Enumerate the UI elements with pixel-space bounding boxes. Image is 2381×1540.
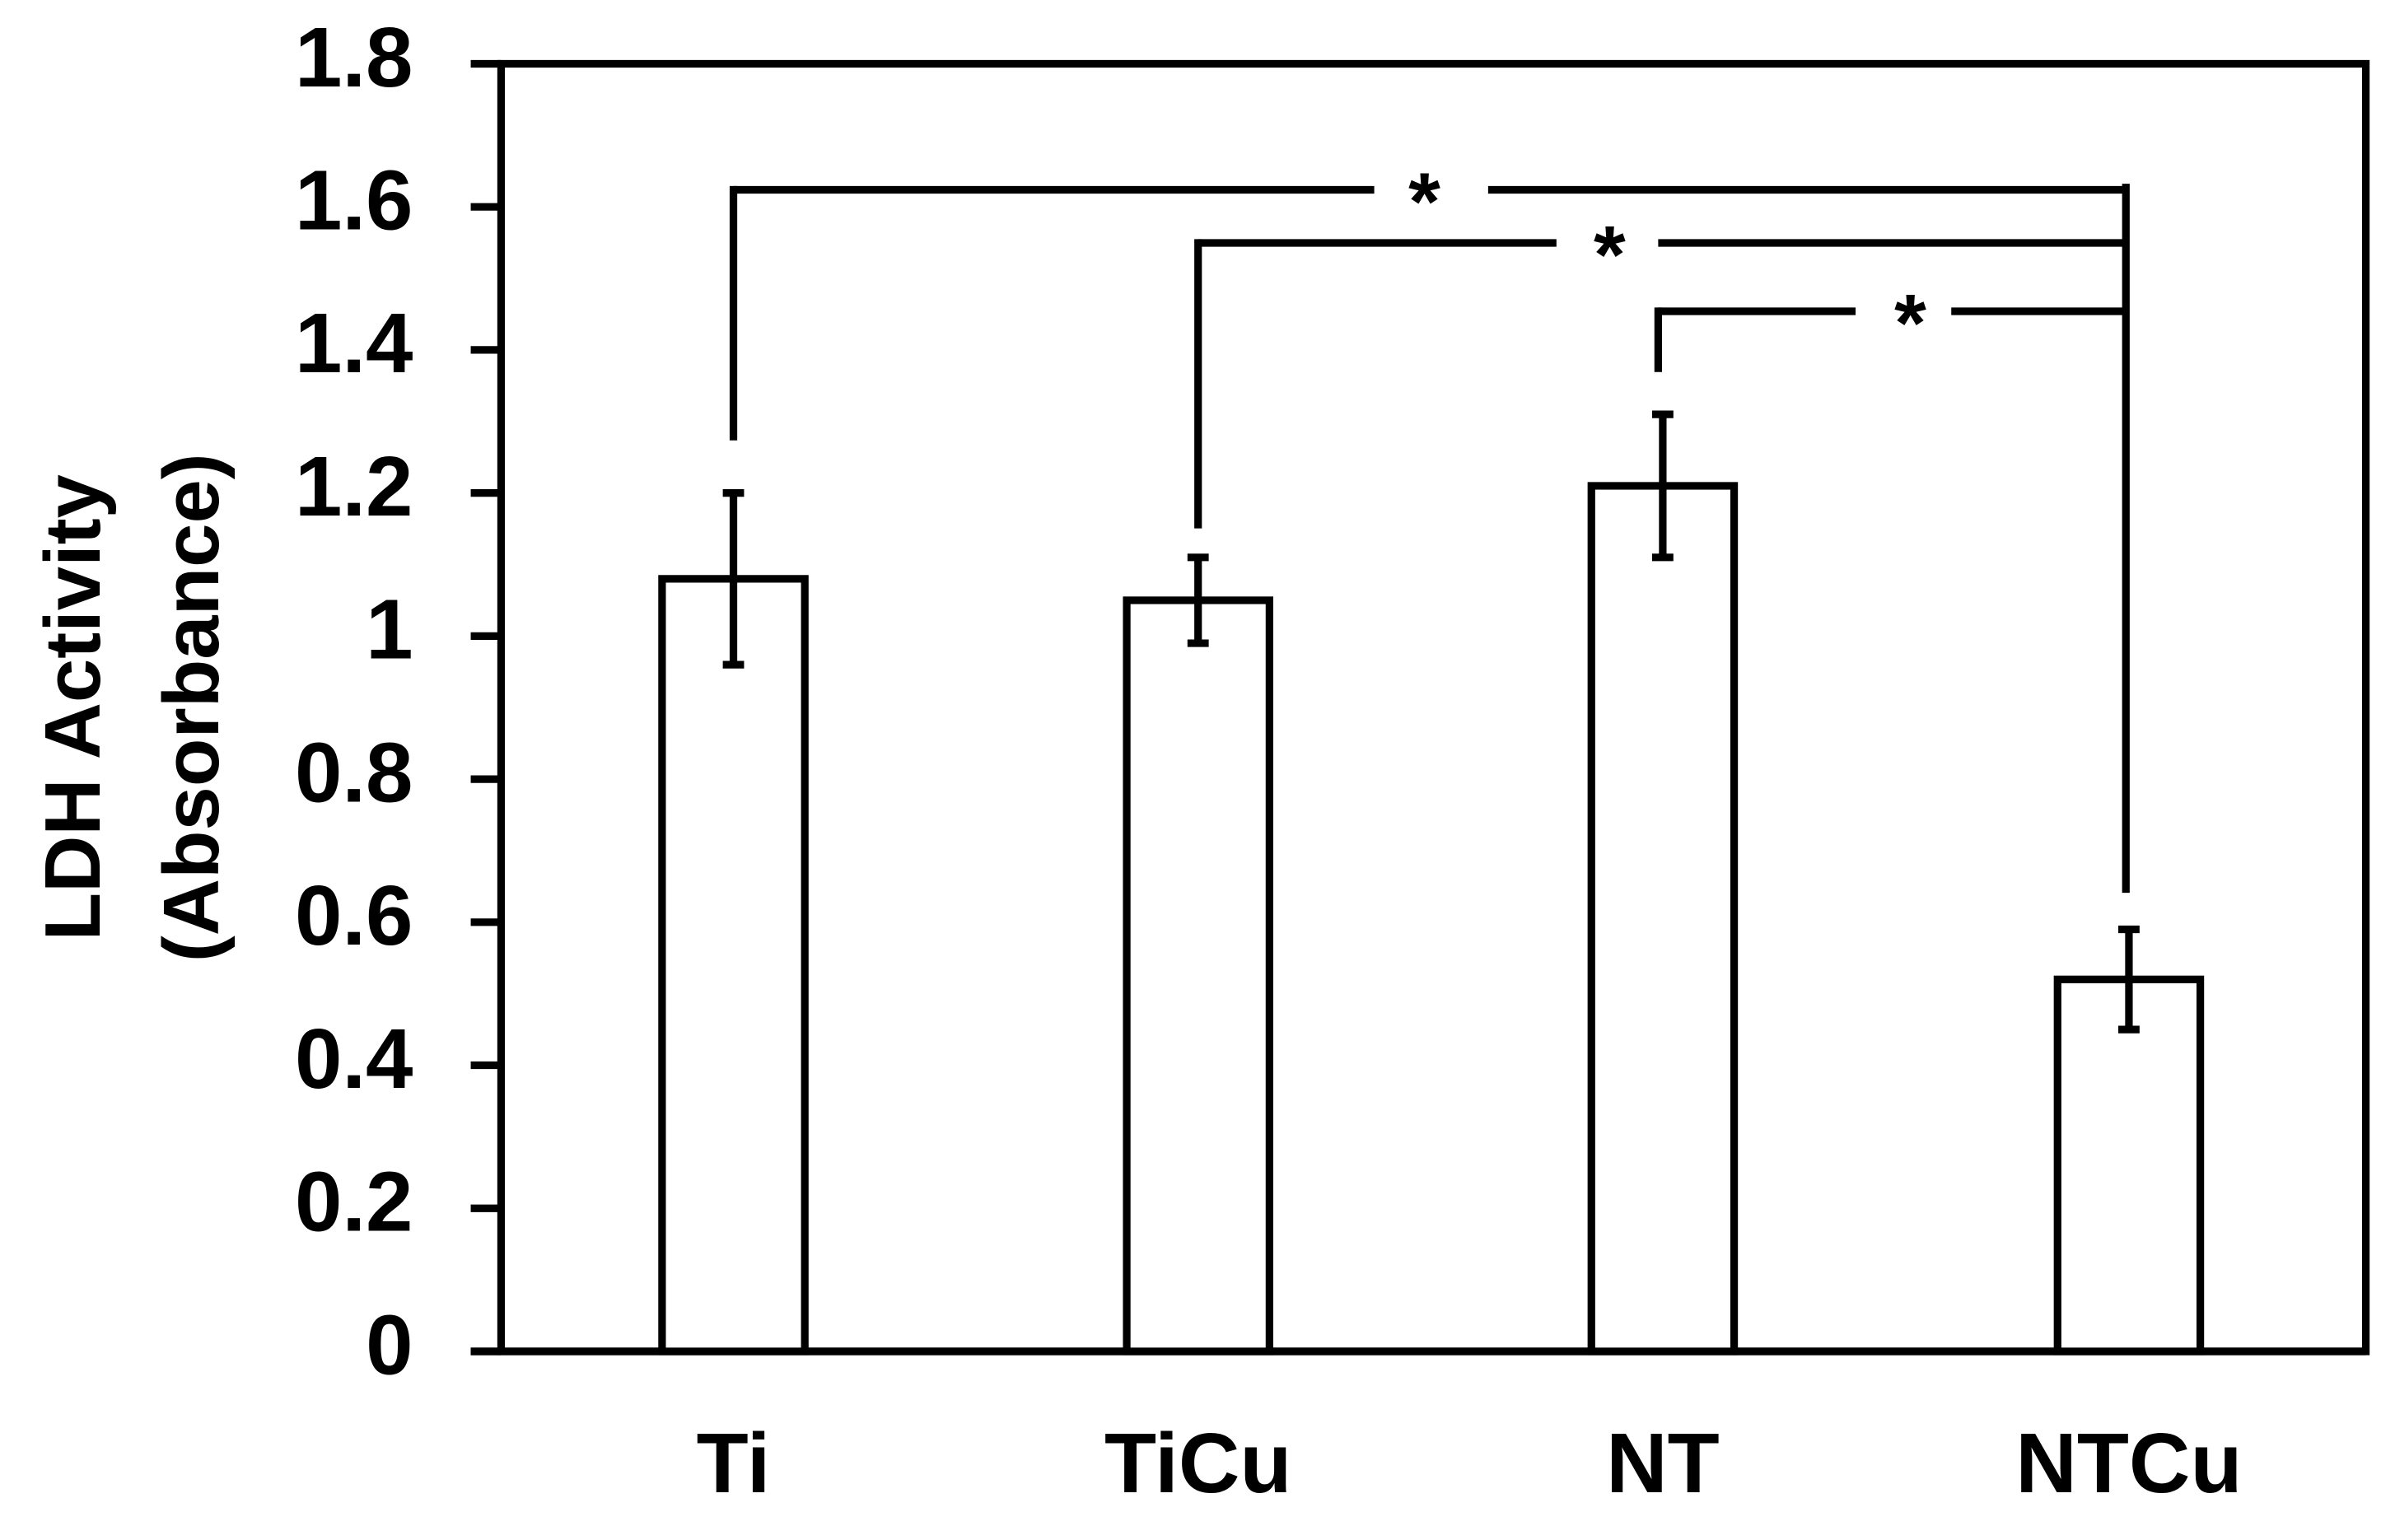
- significance-label: *: [1594, 209, 1626, 301]
- y-tick-label: 1.2: [295, 439, 413, 534]
- error-bar: [722, 489, 745, 669]
- significance-label: *: [1408, 156, 1440, 248]
- y-tick-label: 0.8: [295, 725, 413, 819]
- x-tick-label: TiCu: [1104, 1416, 1292, 1510]
- y-tick-label: 1.6: [295, 152, 413, 247]
- y-axis-label: LDH Activity: [29, 474, 117, 940]
- error-bar: [1652, 410, 1674, 562]
- error-bar: [1187, 553, 1209, 647]
- x-tick-label: Ti: [697, 1416, 771, 1510]
- y-tick-label: 0.2: [295, 1155, 413, 1249]
- bar: [1123, 596, 1273, 1356]
- y-tick-label: 0: [366, 1297, 413, 1392]
- y-tick-label: 0.4: [295, 1011, 413, 1106]
- x-tick-label: NT: [1606, 1416, 1720, 1510]
- bar: [2053, 975, 2205, 1356]
- error-bar: [2118, 925, 2140, 1034]
- y-axis-label: (Absorbance): [147, 453, 236, 962]
- x-tick-label: NTCu: [2015, 1416, 2242, 1510]
- y-tick-label: 1: [366, 582, 413, 677]
- y-tick-label: 0.6: [295, 868, 413, 963]
- bar: [1587, 482, 1739, 1356]
- bar: [658, 575, 809, 1356]
- y-tick-label: 1.4: [295, 296, 413, 390]
- y-tick-label: 1.8: [295, 10, 413, 105]
- significance-label: *: [1894, 278, 1926, 369]
